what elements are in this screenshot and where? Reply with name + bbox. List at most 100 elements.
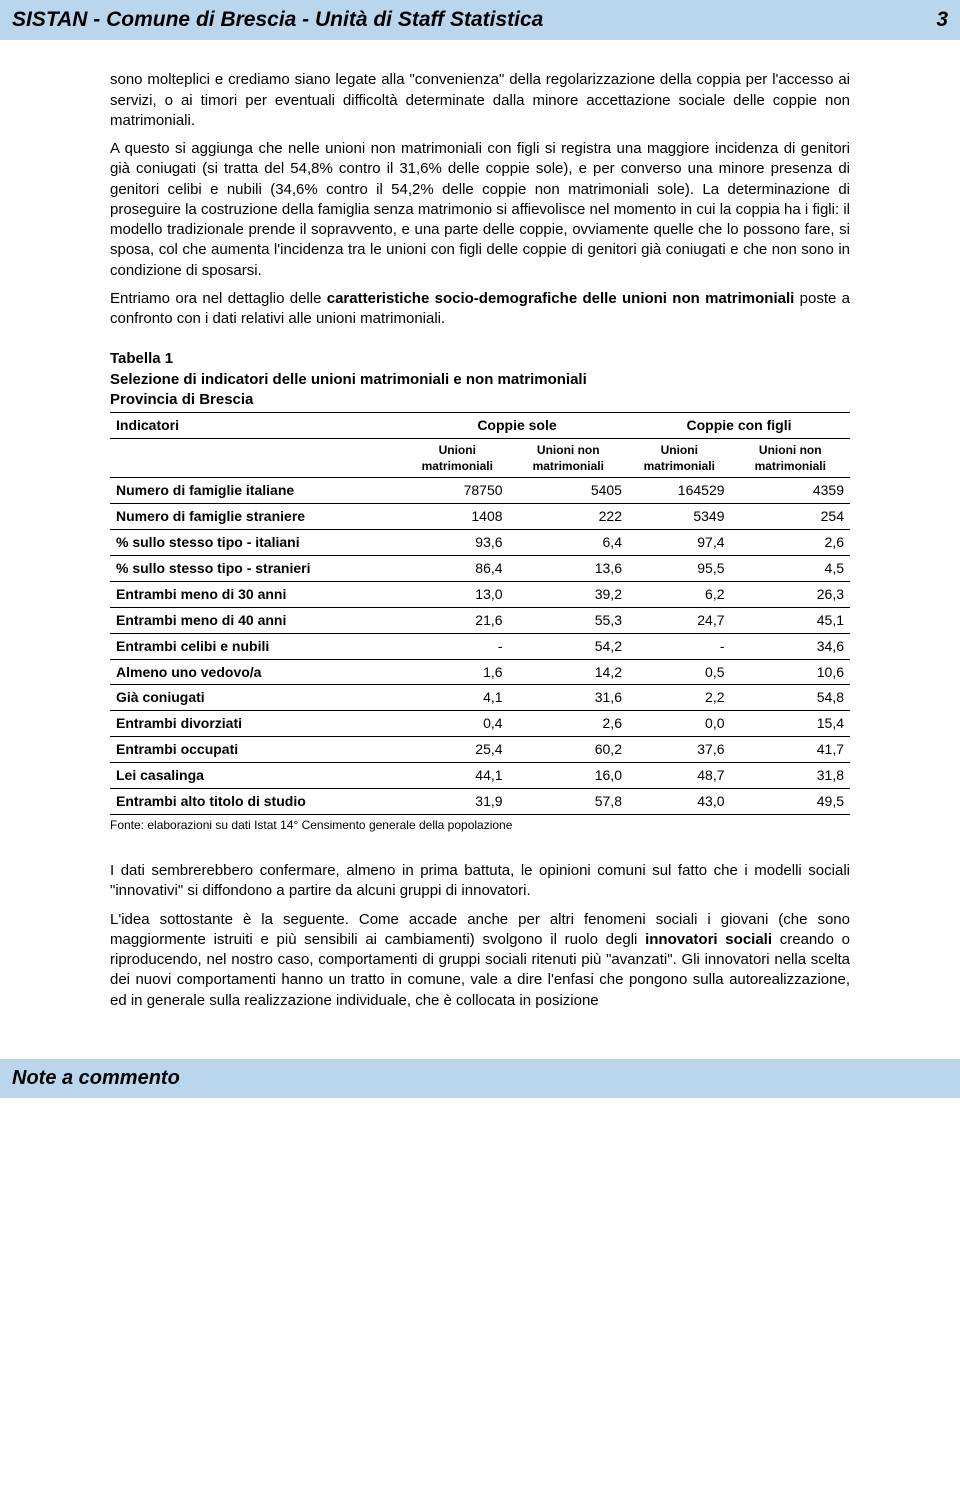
row-value: 34,6	[731, 633, 850, 659]
indicators-header: Indicatori	[110, 413, 406, 439]
row-value: 4,1	[406, 685, 509, 711]
row-label: Lei casalinga	[110, 763, 406, 789]
table-row: Numero di famiglie italiane7875054051645…	[110, 478, 850, 504]
header-title: SISTAN - Comune di Brescia - Unità di St…	[12, 6, 543, 34]
row-value: 54,8	[731, 685, 850, 711]
p3-a: Entriamo ora nel dettaglio delle	[110, 290, 327, 307]
row-value: 41,7	[731, 737, 850, 763]
row-value: 1408	[406, 504, 509, 530]
sub-header-1: Unioni matrimoniali	[406, 438, 509, 477]
row-label: Già coniugati	[110, 685, 406, 711]
table-row: % sullo stesso tipo - stranieri86,413,69…	[110, 556, 850, 582]
row-value: 54,2	[509, 633, 628, 659]
p5-b: innovatori sociali	[645, 931, 772, 948]
page-content: sono molteplici e crediamo siano legate …	[0, 40, 960, 1039]
table-row: Entrambi alto titolo di studio31,957,843…	[110, 789, 850, 815]
row-value: 57,8	[509, 789, 628, 815]
row-value: -	[628, 633, 731, 659]
row-value: 39,2	[509, 581, 628, 607]
sub-header-2: Unioni non matrimoniali	[509, 438, 628, 477]
row-value: 164529	[628, 478, 731, 504]
row-value: 1,6	[406, 659, 509, 685]
row-value: 24,7	[628, 607, 731, 633]
table-row: Già coniugati4,131,62,254,8	[110, 685, 850, 711]
paragraph-5: L'idea sottostante è la seguente. Come a…	[110, 910, 850, 1011]
table-row: Entrambi occupati25,460,237,641,7	[110, 737, 850, 763]
row-value: 21,6	[406, 607, 509, 633]
table-body: Numero di famiglie italiane7875054051645…	[110, 478, 850, 815]
footer-text: Note a commento	[12, 1067, 180, 1089]
paragraph-4: I dati sembrerebbero confermare, almeno …	[110, 861, 850, 902]
paragraph-3: Entriamo ora nel dettaglio delle caratte…	[110, 289, 850, 330]
table-caption: Tabella 1	[110, 349, 850, 369]
row-value: 0,0	[628, 711, 731, 737]
row-label: Entrambi divorziati	[110, 711, 406, 737]
row-value: 31,8	[731, 763, 850, 789]
table-source: Fonte: elaborazioni su dati Istat 14° Ce…	[110, 817, 850, 833]
row-value: 14,2	[509, 659, 628, 685]
table-row: Almeno uno vedovo/a1,614,20,510,6	[110, 659, 850, 685]
sub-header-3: Unioni matrimoniali	[628, 438, 731, 477]
row-label: Entrambi meno di 40 anni	[110, 607, 406, 633]
table-title: Selezione di indicatori delle unioni mat…	[110, 370, 850, 390]
row-value: 16,0	[509, 763, 628, 789]
table-row: Entrambi meno di 40 anni21,655,324,745,1	[110, 607, 850, 633]
row-value: 26,3	[731, 581, 850, 607]
row-label: % sullo stesso tipo - italiani	[110, 530, 406, 556]
footer-bar: Note a commento	[0, 1059, 960, 1098]
row-value: -	[406, 633, 509, 659]
row-value: 254	[731, 504, 850, 530]
row-value: 13,0	[406, 581, 509, 607]
sub-empty	[110, 438, 406, 477]
page-number: 3	[936, 6, 948, 34]
row-value: 222	[509, 504, 628, 530]
row-value: 86,4	[406, 556, 509, 582]
row-label: Almeno uno vedovo/a	[110, 659, 406, 685]
row-value: 5349	[628, 504, 731, 530]
row-label: Entrambi meno di 30 anni	[110, 581, 406, 607]
p3-b: caratteristiche socio-demografiche delle…	[327, 290, 795, 307]
row-value: 5405	[509, 478, 628, 504]
row-value: 4359	[731, 478, 850, 504]
row-value: 10,6	[731, 659, 850, 685]
row-value: 78750	[406, 478, 509, 504]
row-value: 45,1	[731, 607, 850, 633]
row-value: 2,2	[628, 685, 731, 711]
paragraph-1: sono molteplici e crediamo siano legate …	[110, 70, 850, 131]
row-value: 37,6	[628, 737, 731, 763]
row-value: 49,5	[731, 789, 850, 815]
row-value: 0,4	[406, 711, 509, 737]
table-row: Numero di famiglie straniere140822253492…	[110, 504, 850, 530]
row-value: 31,6	[509, 685, 628, 711]
row-value: 97,4	[628, 530, 731, 556]
row-value: 43,0	[628, 789, 731, 815]
row-value: 4,5	[731, 556, 850, 582]
row-value: 15,4	[731, 711, 850, 737]
row-value: 44,1	[406, 763, 509, 789]
header-bar: SISTAN - Comune di Brescia - Unità di St…	[0, 0, 960, 40]
table-row: Lei casalinga44,116,048,731,8	[110, 763, 850, 789]
row-value: 2,6	[509, 711, 628, 737]
row-value: 93,6	[406, 530, 509, 556]
row-label: Numero di famiglie italiane	[110, 478, 406, 504]
row-value: 95,5	[628, 556, 731, 582]
row-value: 6,2	[628, 581, 731, 607]
row-value: 13,6	[509, 556, 628, 582]
sub-header-4: Unioni non matrimoniali	[731, 438, 850, 477]
table-row: Entrambi celibi e nubili-54,2-34,6	[110, 633, 850, 659]
group-header-1: Coppie sole	[406, 413, 628, 439]
table-row: % sullo stesso tipo - italiani93,66,497,…	[110, 530, 850, 556]
row-label: Entrambi occupati	[110, 737, 406, 763]
table-row: Entrambi divorziati0,42,60,015,4	[110, 711, 850, 737]
table-header-row-1: Indicatori Coppie sole Coppie con figli	[110, 413, 850, 439]
table-row: Entrambi meno di 30 anni13,039,26,226,3	[110, 581, 850, 607]
paragraph-2: A questo si aggiunga che nelle unioni no…	[110, 139, 850, 281]
table-header-row-2: Unioni matrimoniali Unioni non matrimoni…	[110, 438, 850, 477]
row-label: Entrambi alto titolo di studio	[110, 789, 406, 815]
table-subtitle: Provincia di Brescia	[110, 390, 850, 410]
row-value: 6,4	[509, 530, 628, 556]
row-label: % sullo stesso tipo - stranieri	[110, 556, 406, 582]
data-table: Indicatori Coppie sole Coppie con figli …	[110, 412, 850, 815]
row-value: 55,3	[509, 607, 628, 633]
row-value: 31,9	[406, 789, 509, 815]
